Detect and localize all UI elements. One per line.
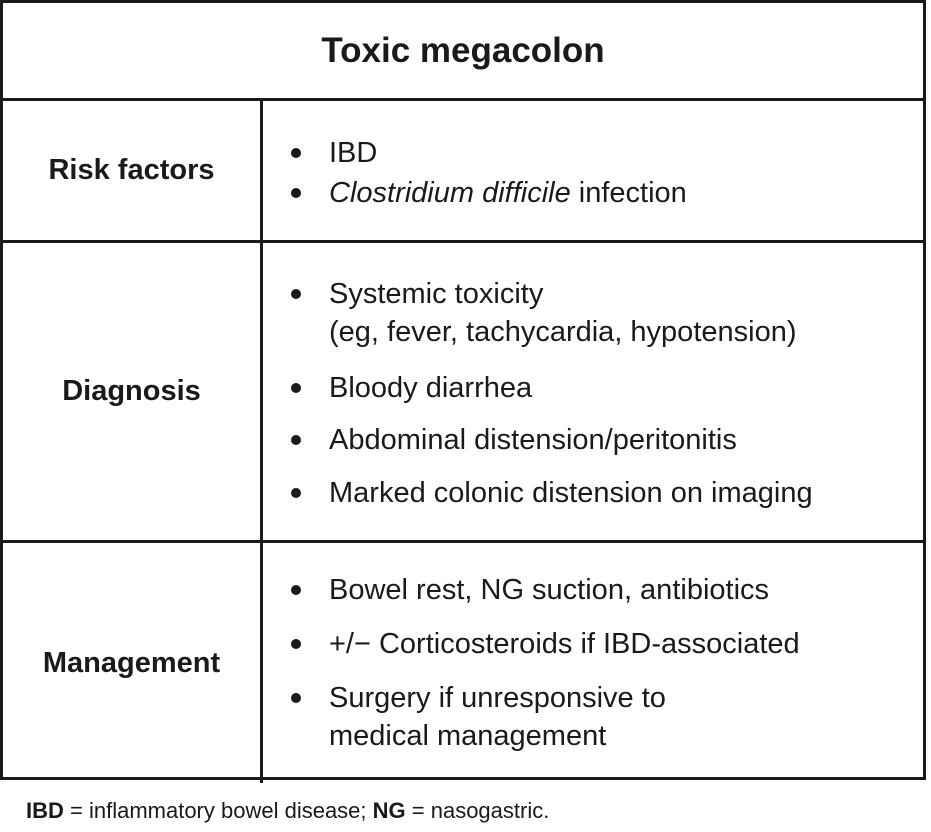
- diagnosis-content: Systemic toxicity (eg, fever, tachycardi…: [263, 243, 923, 540]
- list-item: IBD: [291, 134, 377, 172]
- footnote-abbr-ibd: IBD: [26, 798, 64, 823]
- list-item: +/− Corticosteroids if IBD-associated: [291, 625, 800, 663]
- diagnosis-label: Diagnosis: [3, 243, 263, 540]
- risk-factors-row: Risk factors IBD Clostridium difficile i…: [3, 101, 923, 243]
- bullet-icon: [291, 188, 301, 198]
- bullet-icon: [291, 289, 301, 299]
- bullet-icon: [291, 639, 301, 649]
- table-title: Toxic megacolon: [3, 3, 923, 101]
- bullet-icon: [291, 148, 301, 158]
- organism-name: Clostridium difficile: [329, 177, 571, 209]
- list-item: Clostridium difficile infection: [291, 174, 687, 212]
- diagnosis-row: Diagnosis Systemic toxicity (eg, fever, …: [3, 243, 923, 543]
- list-item: Systemic toxicity (eg, fever, tachycardi…: [291, 275, 796, 351]
- management-content: Bowel rest, NG suction, antibiotics +/− …: [263, 543, 923, 783]
- management-row: Management Bowel rest, NG suction, antib…: [3, 543, 923, 783]
- footnote: IBD = inflammatory bowel disease; NG = n…: [26, 798, 550, 823]
- list-item: Abdominal distension/peritonitis: [291, 421, 737, 459]
- bullet-icon: [291, 383, 301, 393]
- bullet-icon: [291, 693, 301, 703]
- bullet-icon: [291, 585, 301, 595]
- toxic-megacolon-table: Toxic megacolon Risk factors IBD Clostri…: [0, 0, 926, 783]
- list-item: Marked colonic distension on imaging: [291, 474, 813, 512]
- list-item: Bowel rest, NG suction, antibiotics: [291, 571, 769, 609]
- management-label: Management: [3, 543, 263, 783]
- list-item: Surgery if unresponsive to medical manag…: [291, 679, 666, 755]
- list-item: Bloody diarrhea: [291, 369, 532, 407]
- footnote-abbr-ng: NG: [372, 798, 406, 823]
- risk-factors-content: IBD Clostridium difficile infection: [263, 101, 923, 240]
- bullet-icon: [291, 488, 301, 498]
- table-title-text: Toxic megacolon: [321, 30, 605, 70]
- risk-factors-label: Risk factors: [3, 101, 263, 240]
- bullet-icon: [291, 435, 301, 445]
